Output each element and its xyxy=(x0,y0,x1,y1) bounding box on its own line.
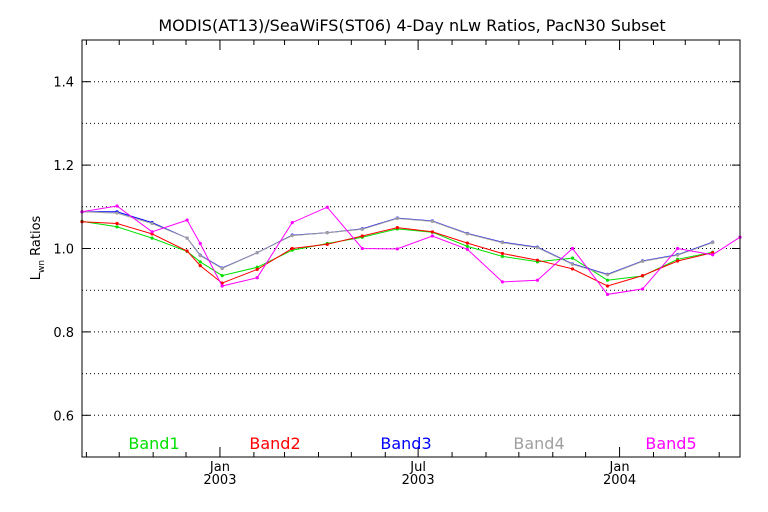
legend-band1: Band1 xyxy=(128,434,179,453)
y-tick-label: 0.6 xyxy=(53,409,74,424)
series-point-band2 xyxy=(290,246,294,251)
series-point-band4 xyxy=(711,241,715,245)
series-point-band2 xyxy=(255,267,259,271)
x-tick-label-year: 2003 xyxy=(402,473,435,488)
series-point-band2 xyxy=(185,249,189,253)
y-axis: 0.6 0.8 1.0 1.2 1.4 xyxy=(53,76,740,424)
series-point-band4 xyxy=(500,241,505,245)
series-point-band4 xyxy=(675,253,680,257)
series-point-band4 xyxy=(290,233,294,238)
series-point-band2 xyxy=(570,267,575,271)
series-point-band5 xyxy=(290,221,294,225)
series-point-band4 xyxy=(198,253,202,258)
y-grid xyxy=(82,81,740,416)
legend-band2: Band2 xyxy=(249,434,300,453)
series-point-band5 xyxy=(325,205,329,209)
legend-band4: Band4 xyxy=(513,434,564,453)
y-tick-label: 1.2 xyxy=(53,159,74,174)
legend-band3: Band3 xyxy=(380,434,431,453)
series-point-band4 xyxy=(570,262,575,266)
series-point-band5 xyxy=(115,204,119,208)
series-point-band1 xyxy=(570,256,575,260)
series-point-band1 xyxy=(605,278,610,282)
series-point-band2 xyxy=(535,258,540,262)
series-point-band4 xyxy=(535,246,540,250)
series-point-band4 xyxy=(395,216,399,221)
legend: Band1 Band2 Band3 Band4 Band5 xyxy=(128,434,696,453)
x-tick-label-year: 2003 xyxy=(203,473,236,488)
series-point-band2 xyxy=(325,242,329,246)
series-point-band2 xyxy=(198,263,202,268)
series-point-band5 xyxy=(570,246,575,251)
series-line-band2 xyxy=(81,221,713,287)
x-tick-label-month: Jul xyxy=(409,460,426,475)
series-point-band4 xyxy=(360,227,364,231)
series-point-band1 xyxy=(115,225,119,229)
series-point-band4 xyxy=(430,219,434,223)
series-point-band5 xyxy=(465,247,469,251)
series-point-band2 xyxy=(500,251,505,256)
series-line-band4 xyxy=(81,211,713,276)
series-point-band4 xyxy=(150,221,154,226)
series-group xyxy=(80,204,742,296)
y-axis-label-main: L xyxy=(29,272,44,280)
series-point-band2 xyxy=(360,234,364,238)
series-point-band5 xyxy=(395,247,399,251)
chart-title: MODIS(AT13)/SeaWiFS(ST06) 4-Day nLw Rati… xyxy=(158,16,665,35)
series-point-band1 xyxy=(465,244,469,249)
series-point-band5 xyxy=(220,284,224,288)
x-tick-label-month: Jan xyxy=(209,460,230,475)
series-point-band4 xyxy=(220,266,224,271)
x-tick-label-year: 2004 xyxy=(603,473,636,488)
series-point-band4 xyxy=(605,273,610,277)
series-point-band5 xyxy=(150,230,154,234)
series-point-band5 xyxy=(605,292,610,296)
y-axis-label-rest: Ratios xyxy=(29,215,44,260)
legend-band5: Band5 xyxy=(645,434,696,453)
series-point-band5 xyxy=(185,218,189,222)
series-point-band1 xyxy=(500,254,505,259)
series-point-band2 xyxy=(115,221,119,226)
series-point-band5 xyxy=(500,280,505,284)
y-tick-label: 0.8 xyxy=(53,326,74,341)
series-point-band5 xyxy=(675,246,680,251)
series-point-band2 xyxy=(465,241,469,245)
series-point-band4 xyxy=(465,232,469,236)
series-point-band2 xyxy=(675,259,680,263)
series-point-band5 xyxy=(198,241,202,246)
series-point-band5 xyxy=(640,287,645,291)
series-point-band1 xyxy=(198,260,202,264)
series-point-band4 xyxy=(255,251,259,255)
series-point-band2 xyxy=(640,274,645,278)
series-point-band1 xyxy=(220,274,224,278)
y-axis-label: Lwn Ratios xyxy=(29,215,47,280)
series-point-band4 xyxy=(185,236,189,240)
series-point-band4 xyxy=(640,259,645,264)
series-point-band4 xyxy=(115,211,119,215)
series-point-band2 xyxy=(430,230,434,234)
series-point-band5 xyxy=(430,234,434,238)
series-point-band2 xyxy=(395,226,399,230)
series-line-band3 xyxy=(82,211,713,275)
y-axis-label-subscript: wn xyxy=(37,260,47,273)
series-point-band2 xyxy=(605,284,610,288)
series-point-band5 xyxy=(535,278,540,282)
series-point-band5 xyxy=(360,246,364,251)
series-point-band5 xyxy=(711,253,715,257)
series-point-band1 xyxy=(150,236,154,240)
x-tick-label-month: Jan xyxy=(609,460,630,475)
y-tick-label: 1.4 xyxy=(53,76,74,91)
y-tick-label: 1.0 xyxy=(53,243,74,258)
series-point-band4 xyxy=(325,231,329,235)
series-point-band5 xyxy=(255,276,259,280)
